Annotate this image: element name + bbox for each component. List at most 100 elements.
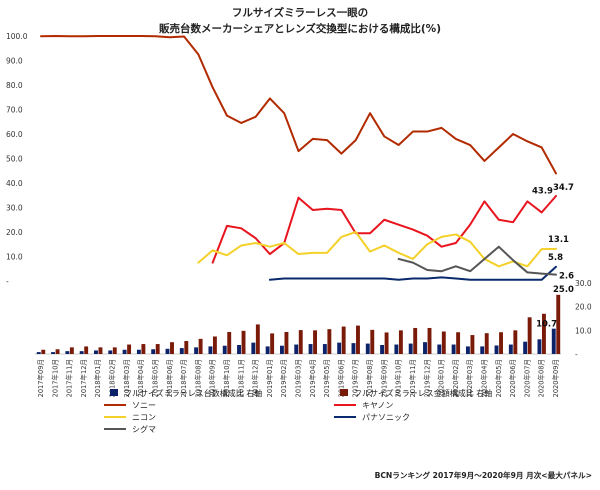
bar-series-group	[35, 294, 561, 355]
bar-フルサイズミラーレス台数構成比-右軸	[179, 348, 184, 354]
x-axis-tick: 2019年11月	[408, 359, 417, 397]
legend-swatch	[110, 389, 118, 396]
left-axis-tick: 70.0	[6, 106, 23, 115]
x-axis-tick: 2018年12月	[251, 359, 260, 397]
legend-item: ニコン	[104, 413, 156, 422]
bar-フルサイズミラーレス金額構成比-右軸	[241, 330, 246, 354]
x-axis-tick: 2017年12月	[79, 359, 88, 397]
data-label-ソニー: 43.9	[532, 186, 553, 196]
left-axis-tick: 20.0	[6, 228, 23, 237]
x-axis-tick: 2020年01月	[437, 359, 446, 397]
bar-フルサイズミラーレス金額構成比-右軸	[84, 346, 89, 354]
data-label-キヤノン: 34.7	[553, 183, 574, 193]
bar-フルサイズミラーレス台数構成比-右軸	[208, 346, 213, 354]
left-axis-tick: 40.0	[6, 179, 23, 188]
bar-フルサイズミラーレス台数構成比-右軸	[122, 349, 127, 354]
bar-フルサイズミラーレス金額構成比-右軸	[313, 330, 318, 354]
data-label-ニコン: 13.1	[548, 235, 569, 245]
bar-フルサイズミラーレス金額構成比-右軸	[327, 329, 332, 354]
legend-item: フルサイズミラーレス台数構成比 右軸	[110, 388, 262, 398]
x-axis-tick: 2019年03月	[294, 359, 303, 397]
legend-label: フルサイズミラーレス台数構成比 右軸	[124, 388, 262, 398]
legend-item: キヤノン	[334, 401, 393, 410]
bar-フルサイズミラーレス台数構成比-右軸	[294, 344, 299, 354]
bar-フルサイズミラーレス金額構成比-右軸	[198, 338, 203, 354]
series-line-パナソニック	[268, 265, 557, 281]
right-axis-ticks: 30.0 20.0 10.0 -	[575, 279, 592, 359]
left-axis-tick: 80.0	[6, 81, 23, 90]
bar-フルサイズミラーレス台数構成比-右軸	[437, 344, 442, 354]
bar-フルサイズミラーレス金額構成比-右軸	[513, 330, 518, 354]
x-axis-tick: 2019年06月	[336, 359, 345, 397]
x-axis-tick: 2020年08月	[537, 359, 546, 397]
x-axis-tick: 2018年10月	[222, 359, 231, 397]
bar-フルサイズミラーレス台数構成比-右軸	[108, 350, 113, 354]
x-axis-tick: 2017年09月	[36, 359, 45, 397]
bar-フルサイズミラーレス台数構成比-右軸	[480, 346, 485, 354]
right-axis-tick: 30.0	[575, 279, 592, 288]
series-line-シグマ	[397, 245, 557, 276]
chart-title-line-1: フルサイズミラーレス一眼の	[232, 6, 368, 19]
x-axis-tick: 2018年11月	[236, 359, 245, 397]
right-axis-tick: 20.0	[575, 303, 592, 312]
legend-item: パナソニック	[334, 413, 410, 422]
bar-フルサイズミラーレス金額構成比-右軸	[270, 333, 275, 354]
legend-swatch	[340, 389, 348, 396]
bar-フルサイズミラーレス金額構成比-右軸	[41, 349, 46, 354]
x-axis-tick: 2019年01月	[265, 359, 274, 397]
bar-フルサイズミラーレス金額構成比-右軸	[184, 340, 189, 354]
x-axis-tick: 2019年02月	[279, 359, 288, 397]
bar-フルサイズミラーレス台数構成比-右軸	[79, 351, 84, 354]
bar-フルサイズミラーレス台数構成比-右軸	[537, 339, 542, 354]
series-line-キヤノン	[211, 194, 557, 264]
bar-フルサイズミラーレス金額構成比-右軸	[98, 347, 103, 354]
bar-フルサイズミラーレス金額構成比-右軸	[55, 349, 60, 354]
x-axis-tick: 2018年01月	[93, 359, 102, 397]
legend-item: フルサイズミラーレス金額構成比 右軸	[340, 388, 492, 398]
bar-フルサイズミラーレス金額構成比-右軸	[370, 329, 375, 354]
legend-item: ソニー	[104, 401, 156, 410]
bar-フルサイズミラーレス金額構成比-右軸	[541, 313, 546, 354]
x-axis-tick: 2020年03月	[465, 359, 474, 397]
bar-フルサイズミラーレス金額構成比-右軸	[112, 347, 117, 354]
bar-フルサイズミラーレス台数構成比-右軸	[194, 347, 199, 354]
x-axis-tick: 2019年09月	[379, 359, 388, 397]
bar-フルサイズミラーレス台数構成比-右軸	[508, 344, 513, 354]
bar-フルサイズミラーレス台数構成比-右軸	[222, 345, 227, 354]
bar-フルサイズミラーレス金額構成比-右軸	[227, 331, 232, 354]
bar-フルサイズミラーレス金額構成比-右軸	[155, 344, 160, 354]
bar-フルサイズミラーレス台数構成比-右軸	[279, 345, 284, 354]
chart-title-line-2: 販売台数メーカーシェアとレンズ交換型における構成比(%)	[159, 22, 441, 35]
x-axis-tick: 2020年05月	[494, 359, 503, 397]
bar-フルサイズミラーレス金額構成比-右軸	[527, 317, 532, 354]
x-axis-tick: 2018年07月	[179, 359, 188, 397]
bar-フルサイズミラーレス金額構成比-右軸	[499, 332, 503, 354]
bar-フルサイズミラーレス金額構成比-右軸	[398, 330, 403, 354]
bar-フルサイズミラーレス台数構成比-右軸	[237, 345, 241, 354]
bar-フルサイズミラーレス金額構成比-右軸	[384, 332, 389, 354]
line-series-group	[40, 35, 557, 281]
x-axis-tick: 2018年06月	[165, 359, 174, 397]
bar-フルサイズミラーレス台数構成比-右軸	[337, 342, 342, 354]
source-note: BCNランキング 2017年9月～2020年9月 月次<最大パネル>	[375, 470, 592, 480]
data-label-フルサイズミラーレス金額構成比-右軸: 25.0	[553, 285, 574, 295]
bar-フルサイズミラーレス台数構成比-右軸	[308, 344, 313, 354]
bar-フルサイズミラーレス金額構成比-右軸	[441, 331, 446, 354]
x-axis-tick: 2020年09月	[551, 359, 560, 397]
bar-フルサイズミラーレス金額構成比-右軸	[141, 344, 146, 354]
x-axis-tick: 2018年02月	[108, 359, 117, 397]
data-labels: 43.9 34.7 13.1 5.8 2.6 10.7 25.0	[532, 183, 574, 330]
bar-フルサイズミラーレス台数構成比-右軸	[36, 352, 41, 354]
bar-フルサイズミラーレス金額構成比-右軸	[284, 331, 289, 354]
left-axis-tick: 60.0	[6, 130, 23, 139]
x-axis-tick: 2017年11月	[65, 359, 74, 397]
x-axis-tick: 2019年05月	[322, 359, 331, 397]
bar-フルサイズミラーレス台数構成比-右軸	[465, 346, 470, 354]
bar-フルサイズミラーレス台数構成比-右軸	[136, 349, 141, 354]
left-axis-tick: 30.0	[6, 204, 23, 213]
left-axis-tick: 90.0	[6, 57, 23, 66]
bar-フルサイズミラーレス金額構成比-右軸	[484, 333, 489, 354]
data-label-パナソニック: 5.8	[548, 253, 563, 263]
bar-フルサイズミラーレス金額構成比-右軸	[212, 336, 217, 354]
left-axis-tick: 50.0	[6, 155, 23, 164]
